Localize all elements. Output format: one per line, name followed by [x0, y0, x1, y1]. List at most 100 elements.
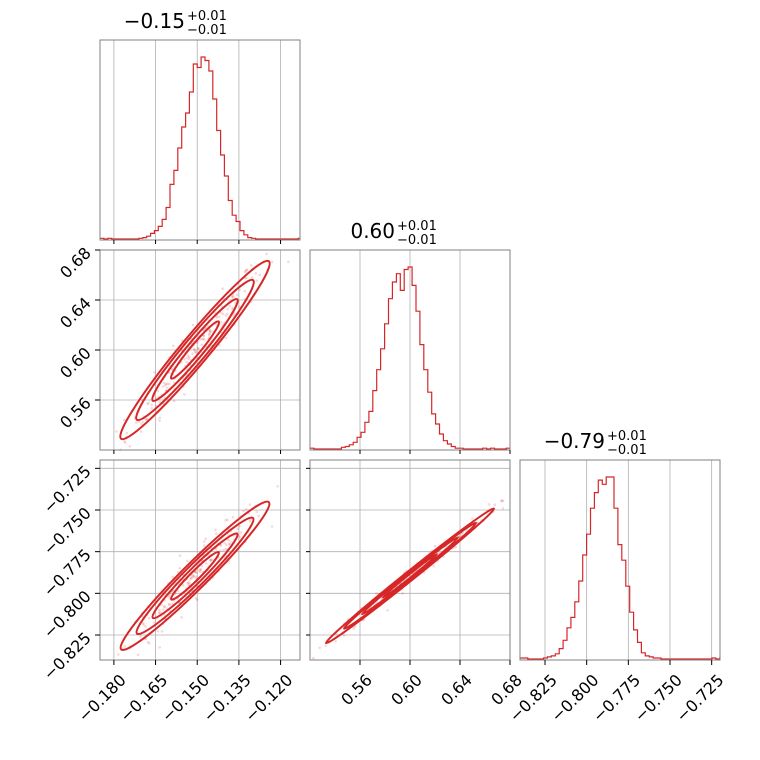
title-minus-2: −0.01 [607, 443, 647, 458]
scatter-point [218, 315, 221, 319]
x-tick-label: 0.60 [387, 670, 426, 709]
scatter-point [215, 316, 218, 319]
scatter-point [318, 646, 322, 650]
title-median-1: 0.60 [350, 219, 395, 243]
scatter-point [161, 385, 165, 388]
scatter-point [188, 355, 191, 359]
scatter-point [146, 640, 150, 644]
title-plus-0: +0.01 [187, 9, 227, 24]
scatter-point [186, 582, 189, 585]
scatter-point [454, 545, 458, 549]
scatter-point [500, 499, 504, 502]
scatter-point [190, 576, 193, 580]
scatter-point [230, 541, 233, 544]
scatter-point [209, 330, 212, 334]
scatter-point [238, 288, 241, 292]
scatter-point [160, 630, 164, 633]
scatter-point [180, 616, 183, 619]
scatter-point [243, 289, 247, 293]
scatter-point [208, 332, 211, 336]
scatter-point [205, 562, 208, 565]
scatter-point [226, 518, 229, 522]
contour-1 [151, 298, 239, 402]
scatter-point [245, 276, 248, 280]
scatter-point [162, 381, 166, 385]
scatter-point [171, 575, 175, 579]
contour-0 [169, 320, 221, 380]
scatter-point [471, 517, 474, 520]
scatter-point [258, 273, 262, 277]
scatter-point [219, 549, 222, 553]
scatter-point [202, 544, 206, 547]
scatter-point [221, 312, 225, 316]
scatter-point [208, 330, 212, 333]
scatter-point [115, 430, 118, 433]
contour-0 [381, 553, 439, 599]
y-tick-label: 0.64 [56, 293, 95, 332]
scatter-panel-1-0 [99, 249, 301, 452]
scatter-point [148, 642, 151, 645]
scatter-point [226, 312, 229, 316]
scatter-point [243, 270, 247, 274]
scatter-point [255, 279, 259, 283]
scatter-point [257, 514, 260, 518]
scatter-point [178, 566, 182, 570]
x-tick-label: 0.56 [337, 670, 376, 709]
scatter-point [222, 548, 225, 552]
scatter-point [238, 525, 241, 528]
scatter-point [214, 528, 217, 532]
title-plus-2: +0.01 [607, 429, 647, 444]
title-median-0: −0.15 [124, 9, 185, 33]
scatter-point [117, 653, 120, 656]
scatter-point [238, 536, 241, 539]
scatter-point [147, 401, 150, 405]
scatter-point [158, 646, 161, 649]
scatter-point [195, 575, 198, 579]
scatter-point [234, 301, 237, 305]
scatter-point [248, 519, 252, 523]
scatter-point [224, 336, 228, 340]
histogram-0 [100, 56, 300, 240]
scatter-point [193, 348, 196, 352]
scatter-point [142, 623, 145, 626]
scatter-point [194, 597, 198, 600]
scatter-point [242, 509, 245, 513]
scatter-point [161, 608, 165, 611]
scatter-point [140, 430, 143, 433]
scatter-point [164, 383, 167, 387]
scatter-point [187, 580, 190, 584]
scatter-point [199, 568, 202, 571]
scatter-point [166, 386, 169, 390]
scatter-point [188, 581, 191, 585]
scatter-point [245, 268, 249, 272]
histogram-1 [310, 266, 510, 450]
scatter-point [183, 393, 186, 396]
scatter-point [168, 594, 171, 598]
scatter-point [235, 293, 239, 297]
scatter-point [487, 503, 491, 506]
scatter-point [123, 440, 126, 443]
scatter-point [122, 418, 126, 422]
scatter-point [195, 571, 198, 574]
scatter-point [163, 605, 166, 608]
scatter-point [209, 559, 212, 562]
scatter-point [168, 603, 171, 606]
hist-panel-1: 0.60 +0.01−0.01 [309, 219, 511, 451]
scatter-point [203, 338, 206, 341]
scatter-point [156, 389, 160, 393]
scatter-point [192, 347, 196, 351]
scatter-panel-2-1 [309, 459, 511, 661]
x-tick-label: 0.64 [437, 670, 476, 709]
scatter-point [203, 540, 206, 543]
scatter-point [276, 485, 279, 488]
scatter-point [231, 515, 235, 519]
scatter-point [139, 635, 142, 638]
scatter-point [163, 605, 166, 609]
scatter-point [270, 525, 274, 528]
scatter-point [501, 499, 505, 503]
scatter-point [157, 611, 161, 614]
title-minus-1: −0.01 [397, 233, 437, 248]
scatter-point [198, 569, 201, 572]
contour-3 [324, 507, 496, 645]
